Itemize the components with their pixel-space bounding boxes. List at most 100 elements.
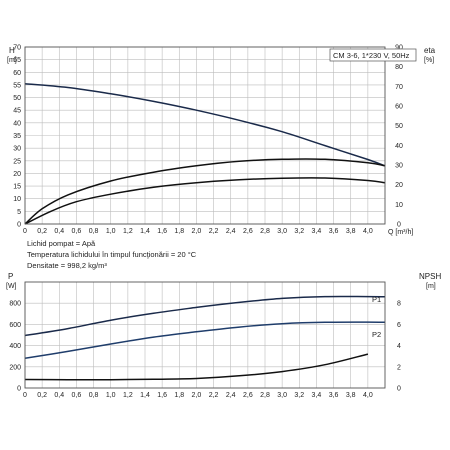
x-tick-label: 2,6 — [243, 228, 253, 235]
x-tick-label: 0 — [23, 392, 27, 399]
y-tick-label-right: 50 — [395, 123, 403, 130]
y-tick-label-right: 8 — [397, 301, 401, 308]
bottom-ylabel-left-unit: [W] — [6, 283, 17, 290]
series-label-p1: P1 — [372, 295, 381, 304]
y-tick-label-left: 10 — [13, 196, 21, 203]
y-tick-label-left: 60 — [13, 70, 21, 77]
bottom-grid — [24, 282, 385, 389]
x-tick-label: 4,0 — [363, 228, 373, 235]
x-tick-label: 2,4 — [226, 228, 236, 235]
y-tick-label-right: 20 — [395, 182, 403, 189]
y-tick-label-left: 0 — [17, 386, 21, 393]
x-tick-label: 3,2 — [294, 392, 304, 399]
x-tick-label: 0,2 — [37, 228, 47, 235]
x-tick-label: 2,8 — [260, 228, 270, 235]
x-tick-label: 2,8 — [260, 392, 270, 399]
y-tick-label-left: 50 — [13, 95, 21, 102]
x-tick-label: 1,8 — [174, 392, 184, 399]
chart-title: CM 3-6, 1*230 V, 50Hz — [333, 51, 410, 60]
x-tick-label: 3,4 — [312, 228, 322, 235]
series-line-1 — [24, 321, 386, 360]
x-tick-label: 1,6 — [157, 392, 167, 399]
x-tick-label: 2,6 — [243, 392, 253, 399]
top-y-ticks-right: 0 10 20 30 40 50 60 70 80 90 — [395, 45, 403, 229]
y-tick-label-left: 65 — [13, 57, 21, 64]
y-tick-label-right: 80 — [395, 64, 403, 71]
y-tick-label-left: 45 — [13, 108, 21, 115]
x-tick-label: 0 — [23, 228, 27, 235]
x-tick-label: 1,0 — [106, 392, 116, 399]
y-tick-label-left: 55 — [13, 82, 21, 89]
y-tick-label-left: 35 — [13, 133, 21, 140]
y-tick-label-right: 10 — [395, 202, 403, 209]
y-tick-label-left: 400 — [9, 343, 21, 350]
y-tick-label-right: 30 — [395, 163, 403, 170]
head-efficiency-chart: 0 0,2 0,4 0,6 0,8 1,0 1,2 1,4 1,6 1,8 2,0 2,2 2,4 2,6… — [7, 45, 436, 271]
top-xlabel: Q [m³/h] — [388, 229, 413, 236]
x-tick-label: 3,2 — [294, 228, 304, 235]
y-tick-label-right: 90 — [395, 45, 403, 52]
note-density: Densitate = 998,2 kg/m³ — [27, 261, 107, 270]
x-tick-label: 1,6 — [157, 228, 167, 235]
x-tick-label: 2,0 — [192, 228, 202, 235]
y-tick-label-left: 15 — [13, 184, 21, 191]
x-tick-label: 1,4 — [140, 228, 150, 235]
x-tick-label: 0,2 — [37, 392, 47, 399]
y-tick-label-left: 20 — [13, 171, 21, 178]
top-ylabel-right-unit: [%] — [424, 57, 434, 64]
x-tick-label: 1,2 — [123, 392, 133, 399]
y-tick-label-left: 200 — [9, 364, 21, 371]
y-tick-label-left: 40 — [13, 120, 21, 127]
bottom-y-ticks-left: 0 200 400 600 800 — [9, 301, 21, 393]
x-tick-label: 0,4 — [54, 228, 64, 235]
note-liquid: Lichid pompat = Apă — [27, 239, 96, 248]
series-label-p2: P2 — [372, 330, 381, 339]
x-tick-label: 2,2 — [209, 228, 219, 235]
bottom-ylabel-right-unit: [m] — [426, 283, 436, 290]
power-npsh-chart: 0 0,2 0,4 0,6 0,8 1,0 1,2 1,4 1,6 1,8 2,0 2,2 2,4 2,6… — [6, 272, 441, 399]
series-line-2 — [24, 353, 369, 381]
x-tick-label: 2,2 — [209, 392, 219, 399]
y-tick-label-left: 25 — [13, 158, 21, 165]
x-tick-label: 3,8 — [346, 228, 356, 235]
x-tick-label: 3,8 — [346, 392, 356, 399]
x-tick-label: 3,0 — [277, 228, 287, 235]
x-tick-label: 1,8 — [174, 228, 184, 235]
y-tick-label-right: 60 — [395, 104, 403, 111]
y-tick-label-right: 40 — [395, 143, 403, 150]
bottom-ylabel-left: P — [8, 272, 13, 281]
x-tick-label: 3,0 — [277, 392, 287, 399]
top-curves — [24, 82, 386, 225]
x-tick-label: 3,6 — [329, 228, 339, 235]
y-tick-label-right: 2 — [397, 364, 401, 371]
x-tick-label: 1,4 — [140, 392, 150, 399]
top-y-ticks-left: 0 5 10 15 20 25 30 35 40 45 50 55 60 65 70 — [13, 45, 21, 229]
top-x-ticks: 0 0,2 0,4 0,6 0,8 1,0 1,2 1,4 1,6 1,8 2,0 2,2 2,4 2,6… — [23, 228, 373, 235]
y-tick-label-right: 4 — [397, 343, 401, 350]
series-line-0 — [24, 295, 386, 337]
series-line-2 — [24, 177, 386, 225]
x-tick-label: 1,0 — [106, 228, 116, 235]
bottom-y-ticks-right: 0 2 4 6 8 — [397, 301, 401, 393]
y-tick-label-right: 0 — [397, 386, 401, 393]
x-tick-label: 4,0 — [363, 392, 373, 399]
x-tick-label: 0,6 — [72, 392, 82, 399]
y-tick-label-right: 70 — [395, 84, 403, 91]
x-tick-label: 2,0 — [192, 392, 202, 399]
series-line-0 — [24, 82, 386, 167]
x-tick-label: 0,4 — [54, 392, 64, 399]
y-tick-label-right: 6 — [397, 322, 401, 329]
chart-title-box — [329, 48, 417, 62]
x-tick-label: 1,2 — [123, 228, 133, 235]
x-tick-label: 3,6 — [329, 392, 339, 399]
bottom-curves — [24, 295, 386, 381]
y-tick-label-right: 0 — [397, 222, 401, 229]
x-tick-label: 0,6 — [72, 228, 82, 235]
x-tick-label: 2,4 — [226, 392, 236, 399]
y-tick-label-left: 5 — [17, 209, 21, 216]
top-ylabel-right: eta — [424, 46, 436, 55]
bottom-plot-frame — [24, 281, 386, 389]
bottom-ylabel-right: NPSH — [419, 272, 441, 281]
x-tick-label: 3,4 — [312, 392, 322, 399]
top-grid — [24, 46, 385, 225]
